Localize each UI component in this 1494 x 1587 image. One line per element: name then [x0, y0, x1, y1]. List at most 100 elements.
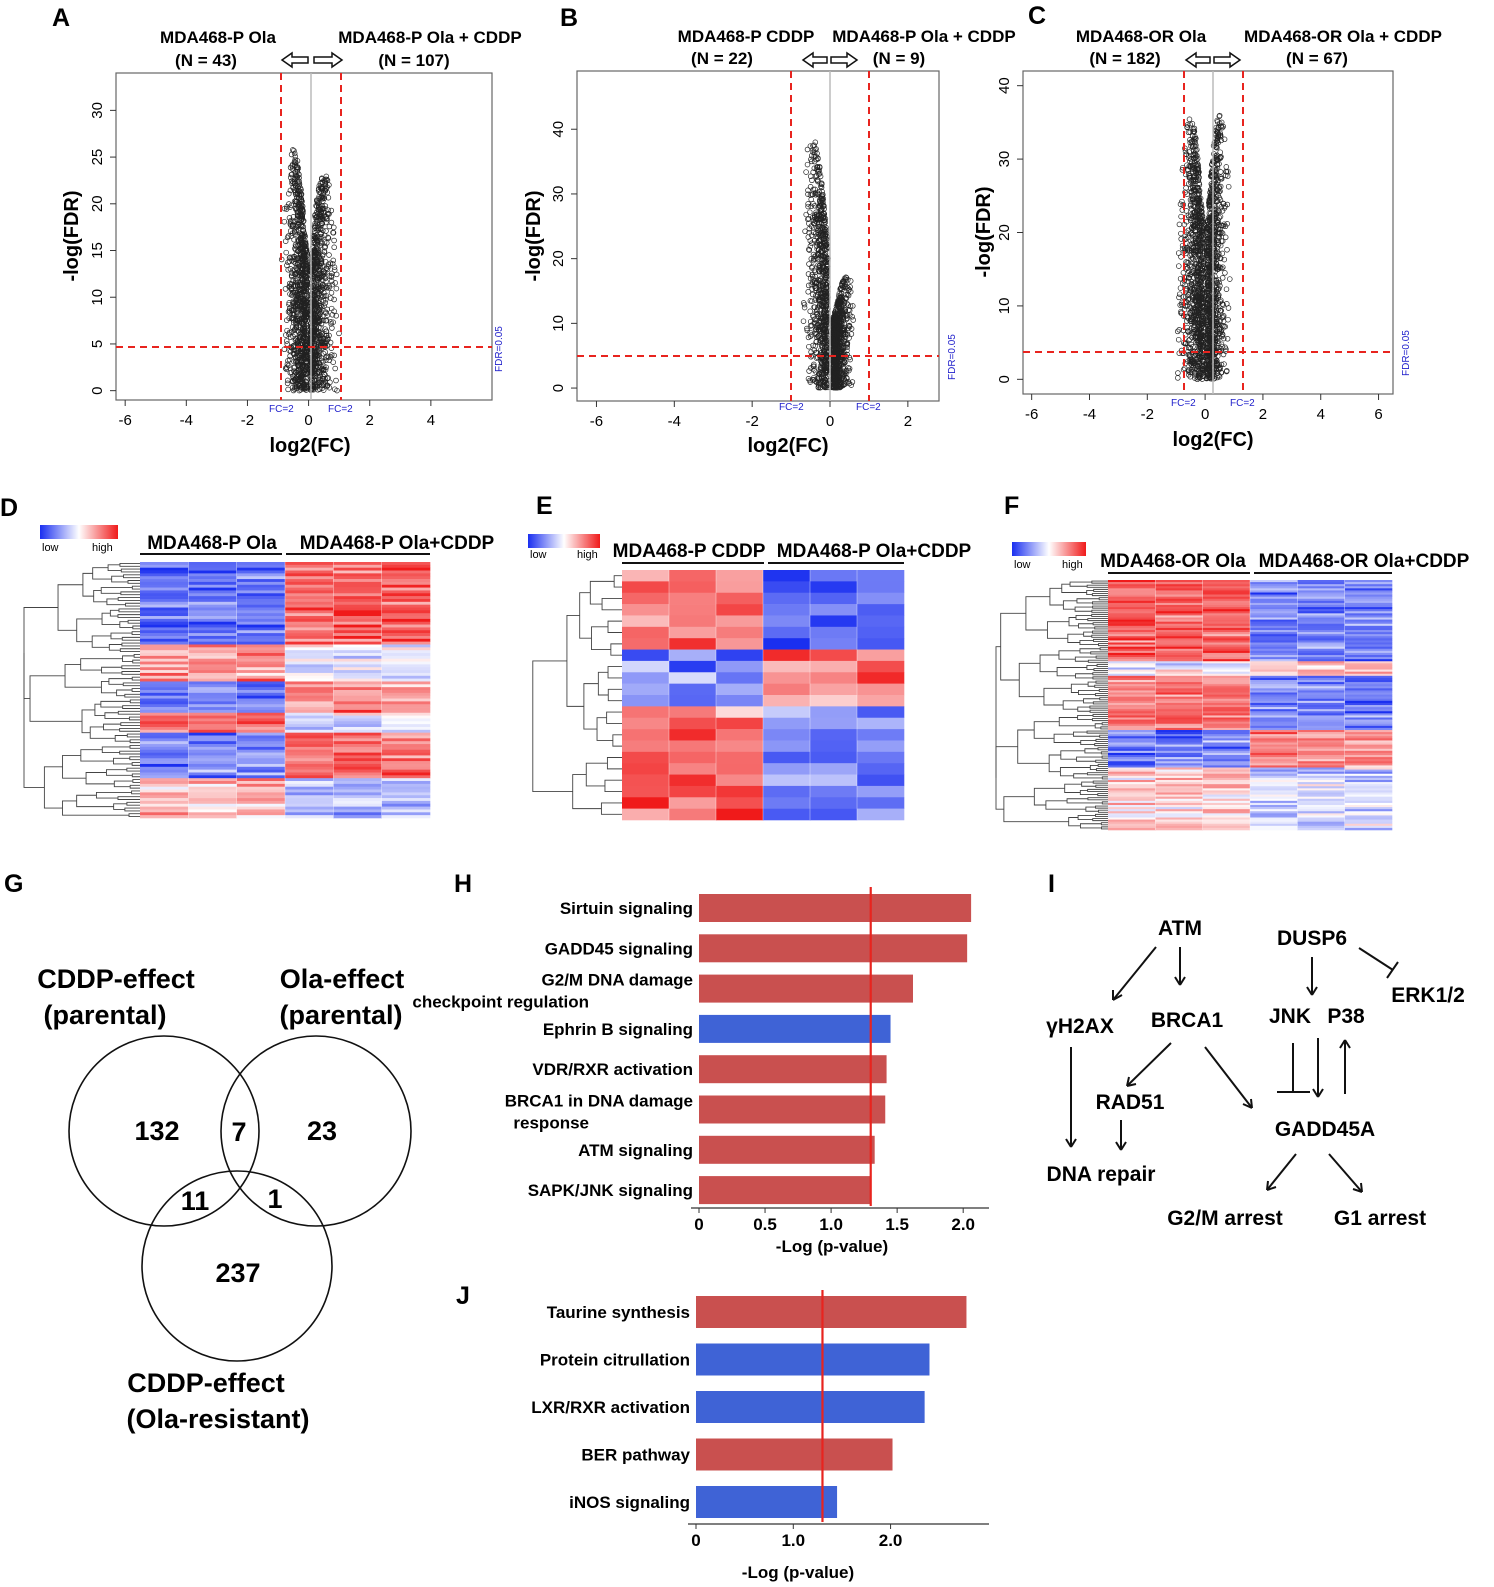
double-arrow-icon [801, 51, 859, 69]
y-tick-label: 20 [89, 195, 106, 212]
gene-point [292, 171, 299, 177]
gene-point [325, 234, 331, 241]
gene-point [1176, 221, 1183, 228]
left-group-title: MDA468-OR Ola [1076, 27, 1207, 46]
y-tick-label: 0 [550, 384, 567, 392]
panel-letter-a: A [52, 4, 70, 32]
gene-point [282, 286, 289, 292]
gene-point [312, 220, 318, 227]
gene-point [330, 257, 337, 264]
gene-point [1222, 270, 1228, 276]
gene-point [801, 301, 808, 308]
gene-point [311, 239, 318, 245]
y-tick-label: 5 [89, 340, 106, 348]
y-axis-label: -log(FDR) [523, 190, 545, 281]
gene-point [326, 283, 332, 289]
gene-point [1223, 164, 1230, 170]
fc-left-label: FC=2 [269, 404, 294, 415]
gene-point [284, 380, 291, 387]
gene-point [283, 332, 289, 338]
gene-point [1176, 291, 1183, 297]
gene-point [284, 341, 290, 347]
gene-point [323, 228, 329, 234]
gene-point [318, 233, 325, 240]
x-tick-label: -4 [668, 413, 681, 430]
y-axis-label: -log(FDR) [61, 190, 83, 281]
x-tick-label: 0 [304, 412, 312, 429]
gene-point [322, 349, 328, 355]
left-group-title: MDA468-P CDDP [678, 27, 815, 46]
gene-point [326, 223, 333, 230]
gene-point [1186, 116, 1193, 123]
gene-point [1219, 275, 1226, 281]
y-tick-label: 0 [89, 386, 106, 394]
panel-letter-c: C [1028, 2, 1046, 30]
gene-point [283, 206, 290, 212]
gene-point [287, 334, 294, 340]
gene-point [292, 153, 299, 160]
gene-point [328, 352, 335, 358]
gene-point [320, 387, 327, 393]
gene-point [803, 169, 809, 175]
gene-point [331, 296, 337, 303]
gene-point [329, 281, 336, 288]
double-arrow-icon [1184, 51, 1242, 69]
gene-point [1175, 375, 1181, 381]
gene-point [285, 386, 291, 393]
gene-point [336, 330, 342, 337]
gene-point [315, 204, 322, 210]
y-tick-label: 10 [550, 315, 567, 332]
gene-point [805, 282, 812, 289]
volcano-points [278, 147, 342, 394]
gene-point [320, 198, 326, 204]
gene-point [332, 365, 338, 372]
gene-point [292, 277, 299, 284]
gene-point [285, 357, 291, 364]
left-group-title: MDA468-P Ola [160, 28, 276, 47]
gene-point [810, 291, 816, 298]
gene-point [283, 338, 290, 344]
gene-point [283, 249, 289, 256]
gene-point [800, 318, 807, 324]
x-tick-label: 2 [904, 413, 912, 430]
gene-point [325, 194, 332, 201]
fdr-label: FDR=0.05 [947, 334, 958, 380]
gene-point [321, 239, 328, 245]
x-tick-label: -2 [745, 413, 758, 430]
gene-point [291, 159, 298, 165]
gene-point [333, 271, 340, 278]
gene-point [287, 204, 293, 210]
gene-point [331, 308, 337, 314]
gene-point [288, 151, 295, 158]
gene-point [328, 207, 335, 214]
gene-point [1217, 149, 1223, 155]
gene-point [294, 291, 301, 297]
fc-left-label: FC=2 [779, 402, 804, 413]
gene-point [807, 184, 814, 190]
gene-point [1217, 169, 1224, 175]
panel-b-volcano: B MDA468-P CDDP (N = 22) MDA468-P Ola + … [523, 4, 1016, 457]
gene-point [285, 233, 292, 239]
gene-point [1187, 336, 1193, 343]
gene-point [300, 301, 307, 307]
plot-frame [576, 70, 940, 402]
right-group-n: (N = 9) [873, 49, 925, 68]
fc-right-label: FC=2 [328, 404, 353, 415]
gene-point [286, 356, 293, 363]
gene-point [803, 211, 809, 218]
gene-point [1175, 250, 1182, 256]
x-tick-label: -4 [180, 412, 193, 429]
gene-point [1224, 247, 1230, 253]
gene-point [326, 252, 332, 258]
gene-point [331, 267, 338, 273]
gene-point [327, 339, 334, 346]
gene-point [804, 161, 811, 168]
gene-point [807, 308, 813, 315]
gene-point [325, 235, 332, 241]
gene-point [286, 190, 292, 197]
gene-point [1217, 213, 1224, 220]
gene-point [299, 308, 305, 314]
gene-point [332, 280, 338, 286]
double-arrow-icon [280, 51, 344, 69]
